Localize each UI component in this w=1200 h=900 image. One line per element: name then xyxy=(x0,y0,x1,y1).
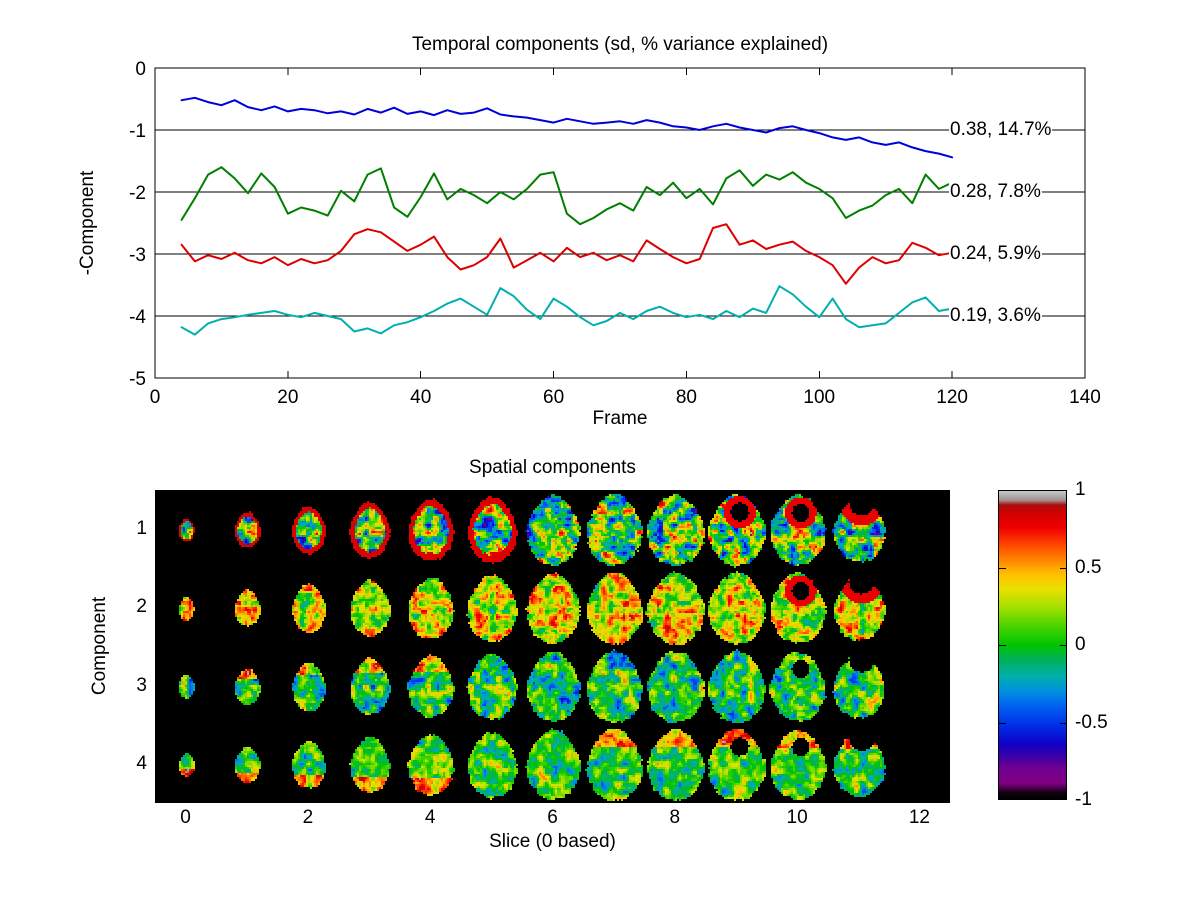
series-component-3 xyxy=(180,223,954,285)
component-row-label: 4 xyxy=(136,752,147,774)
colorbar-tickmark xyxy=(999,567,1006,569)
series-component-2 xyxy=(180,166,954,226)
y-tick-label: -1 xyxy=(129,121,146,142)
y-tick-label: -5 xyxy=(129,369,146,390)
axes-box xyxy=(154,67,1086,379)
colorbar-tick-label: 0.5 xyxy=(1075,556,1102,578)
x-tick-label: 60 xyxy=(543,387,564,408)
slice-tick-label: 8 xyxy=(669,807,681,828)
x-tick-label: 140 xyxy=(1069,387,1101,408)
series-annotation-3: 0.24, 5.9% xyxy=(949,243,1042,265)
x-tick-label: 0 xyxy=(150,387,161,408)
colorbar-tick-label: -0.5 xyxy=(1075,711,1108,733)
colorbar-gradient xyxy=(999,491,1066,799)
slice-tick-label: 12 xyxy=(908,807,930,828)
x-tick-label: 40 xyxy=(410,387,431,408)
component-row-label: 3 xyxy=(136,674,147,696)
y-tick-label: -2 xyxy=(129,183,146,204)
series-annotation-2: 0.28, 7.8% xyxy=(949,181,1042,203)
slice-tick-label: 2 xyxy=(302,807,314,828)
series-component-1 xyxy=(180,96,954,159)
slice-tick-label: 6 xyxy=(547,807,558,828)
temporal-chart-title: Temporal components (sd, % variance expl… xyxy=(411,34,829,55)
component-row-label: 2 xyxy=(136,596,147,618)
spatial-xaxis-label: Slice (0 based) xyxy=(489,831,616,852)
colorbar-tickmark xyxy=(999,722,1006,724)
temporal-chart: 0 20 40 60 80 100 120 140 0 -1 -2 -3 -4 -5 xyxy=(129,59,1101,408)
slice-tick-label: 0 xyxy=(180,807,191,828)
colorbar-tick-label: 0 xyxy=(1075,634,1086,655)
temporal-xaxis-label: Frame xyxy=(592,408,648,429)
temporal-yaxis-label: -Component xyxy=(77,170,98,276)
spatial-chart-title: Spatial components xyxy=(469,457,636,478)
colorbar xyxy=(998,490,1067,800)
y-tick-label: 0 xyxy=(135,59,146,80)
colorbar-tick-label: -1 xyxy=(1075,789,1092,810)
colorbar-tickmark xyxy=(1060,645,1067,646)
colorbar-tick-label: 1 xyxy=(1075,479,1086,500)
colorbar-tickmark xyxy=(1060,567,1067,569)
series-annotation-4: 0.19, 3.6% xyxy=(949,305,1042,327)
series-annotation-1: 0.38, 14.7% xyxy=(949,119,1053,141)
colorbar-tickmark xyxy=(999,645,1006,646)
y-tick-label: -3 xyxy=(129,245,146,266)
x-tick-label: 80 xyxy=(676,387,697,408)
slice-tick-label: 4 xyxy=(424,807,436,828)
x-tick-label: 120 xyxy=(936,387,968,408)
y-tick-label: -4 xyxy=(129,307,146,328)
x-tick-label: 20 xyxy=(277,387,298,408)
spatial-montage-image xyxy=(155,490,950,803)
slice-tick-label: 10 xyxy=(786,807,808,828)
component-row-label: 1 xyxy=(136,518,147,540)
series-component-4 xyxy=(180,285,954,336)
x-tick-label: 100 xyxy=(803,387,835,408)
colorbar-tickmark xyxy=(1060,722,1067,724)
